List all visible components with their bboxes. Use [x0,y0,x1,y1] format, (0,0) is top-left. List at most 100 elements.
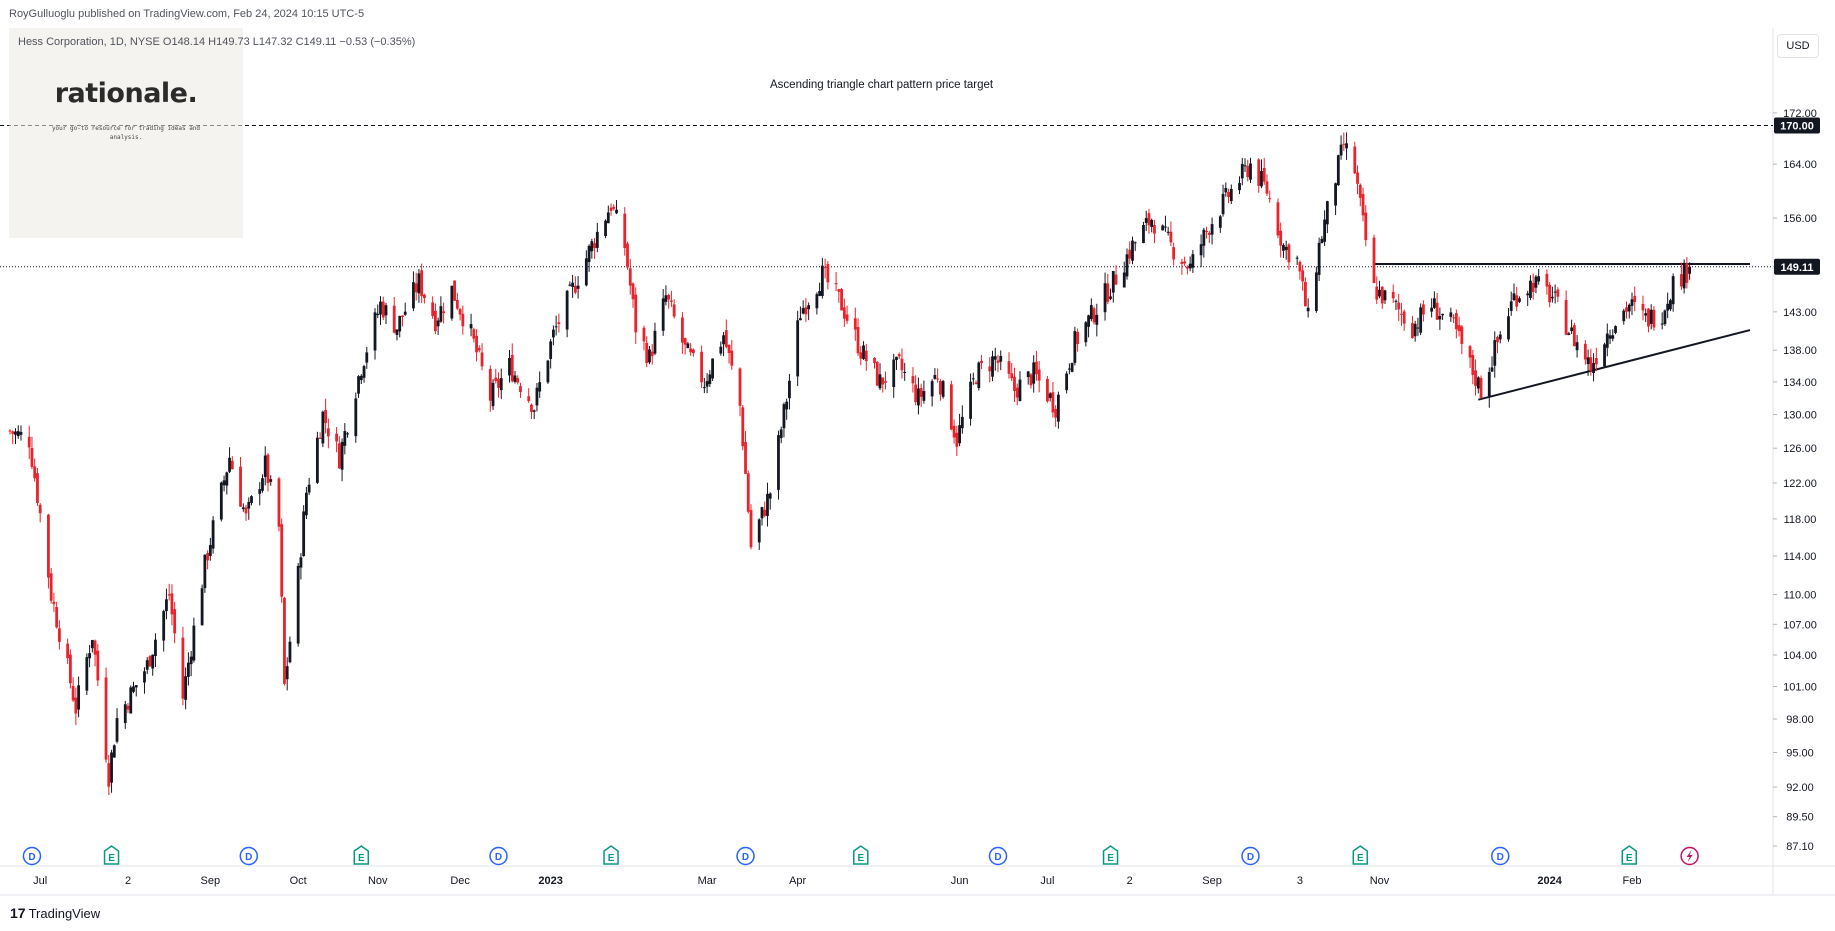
candle-body[interactable] [645,342,649,364]
candle-body[interactable] [700,351,704,383]
candle-body[interactable] [911,376,915,384]
candle-body[interactable] [969,381,972,419]
candle-body[interactable] [1015,387,1019,398]
candle-body[interactable] [203,554,207,589]
candle-body[interactable] [680,317,684,343]
candle-body[interactable] [1336,155,1340,186]
candle-body[interactable] [110,752,113,783]
candle-body[interactable] [1608,335,1612,339]
candle-body[interactable] [1169,231,1173,243]
candle-body[interactable] [1298,261,1302,272]
candle-body[interactable] [1589,357,1593,371]
candle-body[interactable] [538,382,542,392]
candle-body[interactable] [55,607,59,628]
candle-body[interactable] [1056,394,1060,422]
candle-body[interactable] [1372,237,1376,284]
candle-body[interactable] [922,391,926,401]
dividend-icon[interactable]: D [22,846,42,866]
candle-body[interactable] [1114,274,1118,285]
candle-body[interactable] [436,320,440,327]
candle-body[interactable] [554,326,558,328]
dividend-icon[interactable]: D [1491,846,1510,866]
candle-body[interactable] [299,557,303,568]
candle-body[interactable] [952,425,956,438]
candle-body[interactable] [219,482,223,520]
candle-body[interactable] [1287,244,1291,263]
candle-body[interactable] [683,338,687,345]
candle-body[interactable] [941,381,945,397]
candle-body[interactable] [343,431,347,446]
candle-body[interactable] [1669,300,1672,310]
candle-body[interactable] [315,437,319,483]
candle-body[interactable] [93,640,97,655]
candle-body[interactable] [1095,314,1099,325]
candle-body[interactable] [1416,327,1420,329]
candle-body[interactable] [1207,232,1211,235]
candle-body[interactable] [796,320,800,377]
candle-body[interactable] [1243,165,1247,167]
candle-body[interactable] [960,416,964,429]
candle-body[interactable] [1051,392,1055,413]
candle-body[interactable] [741,407,745,447]
candle-body[interactable] [919,388,923,397]
candle-body[interactable] [1301,270,1305,282]
candle-body[interactable] [1183,261,1187,264]
candle-body[interactable] [917,388,920,406]
candle-body[interactable] [1142,224,1145,243]
candle-body[interactable] [1663,310,1667,325]
candle-body[interactable] [230,460,234,470]
price-axis[interactable]: 172.00164.00156.00148.00143.00138.00134.… [1773,108,1820,853]
candle-body[interactable] [1682,262,1686,289]
candle-body[interactable] [1125,254,1129,277]
candle-body[interactable] [1070,363,1074,372]
candle-body[interactable] [648,349,651,363]
candle-body[interactable] [148,656,152,667]
candle-body[interactable] [807,305,811,310]
candle-body[interactable] [1065,373,1069,391]
candle-body[interactable] [288,641,292,663]
candle-body[interactable] [398,315,402,332]
candle-body[interactable] [1627,304,1631,312]
candle-body[interactable] [1161,225,1165,231]
candle-body[interactable] [768,493,772,499]
candle-body[interactable] [977,362,981,389]
candle-body[interactable] [1622,310,1626,322]
candle-body[interactable] [497,378,500,388]
candle-body[interactable] [401,315,404,317]
candle-body[interactable] [1076,331,1080,345]
candle-body[interactable] [453,280,457,301]
candle-body[interactable] [1054,408,1058,418]
candle-body[interactable] [971,378,975,380]
candle-body[interactable] [225,472,229,486]
candle-body[interactable] [1474,370,1477,386]
candle-body[interactable] [724,330,728,347]
candle-body[interactable] [241,507,245,510]
earnings-icon[interactable]: E [103,845,120,865]
candle-body[interactable] [184,676,188,700]
candle-body[interactable] [1688,266,1692,274]
candle-body[interactable] [1438,316,1442,320]
candle-body[interactable] [730,350,734,366]
candle-body[interactable] [423,294,426,299]
candle-body[interactable] [530,404,533,412]
candle-body[interactable] [1164,226,1167,228]
annotation-lines[interactable] [0,124,1773,401]
candle-body[interactable] [494,377,498,382]
candle-body[interactable] [277,478,281,527]
candle-body[interactable] [1449,312,1453,317]
candle-body[interactable] [1035,361,1038,375]
candle-body[interactable] [170,593,174,615]
candle-body[interactable] [433,310,437,332]
candle-body[interactable] [450,285,454,319]
candle-body[interactable] [661,298,665,331]
candle-body[interactable] [1575,342,1579,351]
candle-body[interactable] [1468,346,1472,358]
candle-body[interactable] [381,301,385,318]
candle-body[interactable] [1614,326,1617,333]
candle-body[interactable] [1550,296,1554,299]
candle-body[interactable] [145,660,149,670]
candle-body[interactable] [302,511,306,557]
candle-body[interactable] [305,492,308,516]
candle-body[interactable] [181,637,185,699]
